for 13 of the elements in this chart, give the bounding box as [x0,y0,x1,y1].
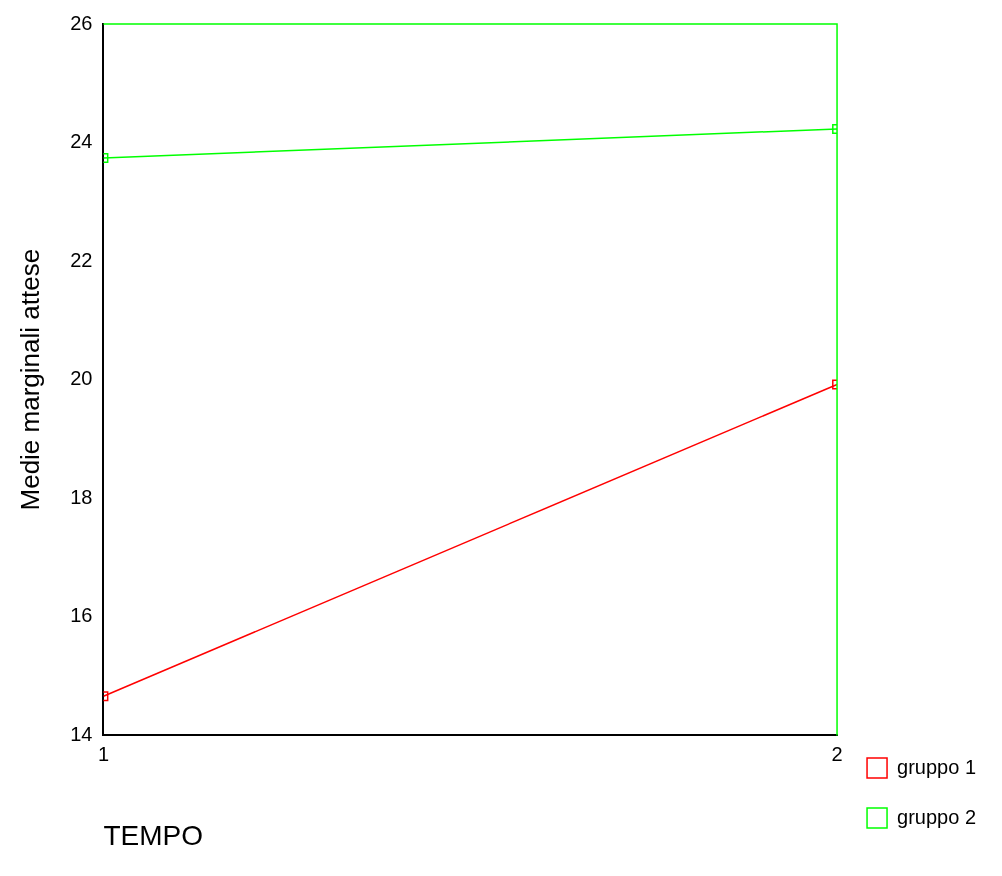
y-tick-label: 18 [70,485,93,508]
x-tick-label: 2 [831,742,843,765]
legend-label: gruppo 1 [897,755,977,778]
legend-label: gruppo 2 [897,805,977,828]
y-tick-label: 20 [70,367,93,390]
y-tick-label: 24 [70,130,93,153]
y-tick-label: 26 [70,11,93,34]
y-tick-label: 14 [70,722,93,745]
y-axis-title: Medie marginali attese [14,248,45,511]
y-tick-label: 22 [70,248,93,271]
y-tick-label: 16 [70,604,93,627]
x-axis-title: TEMPO [103,819,204,851]
x-tick-label: 1 [97,742,110,765]
